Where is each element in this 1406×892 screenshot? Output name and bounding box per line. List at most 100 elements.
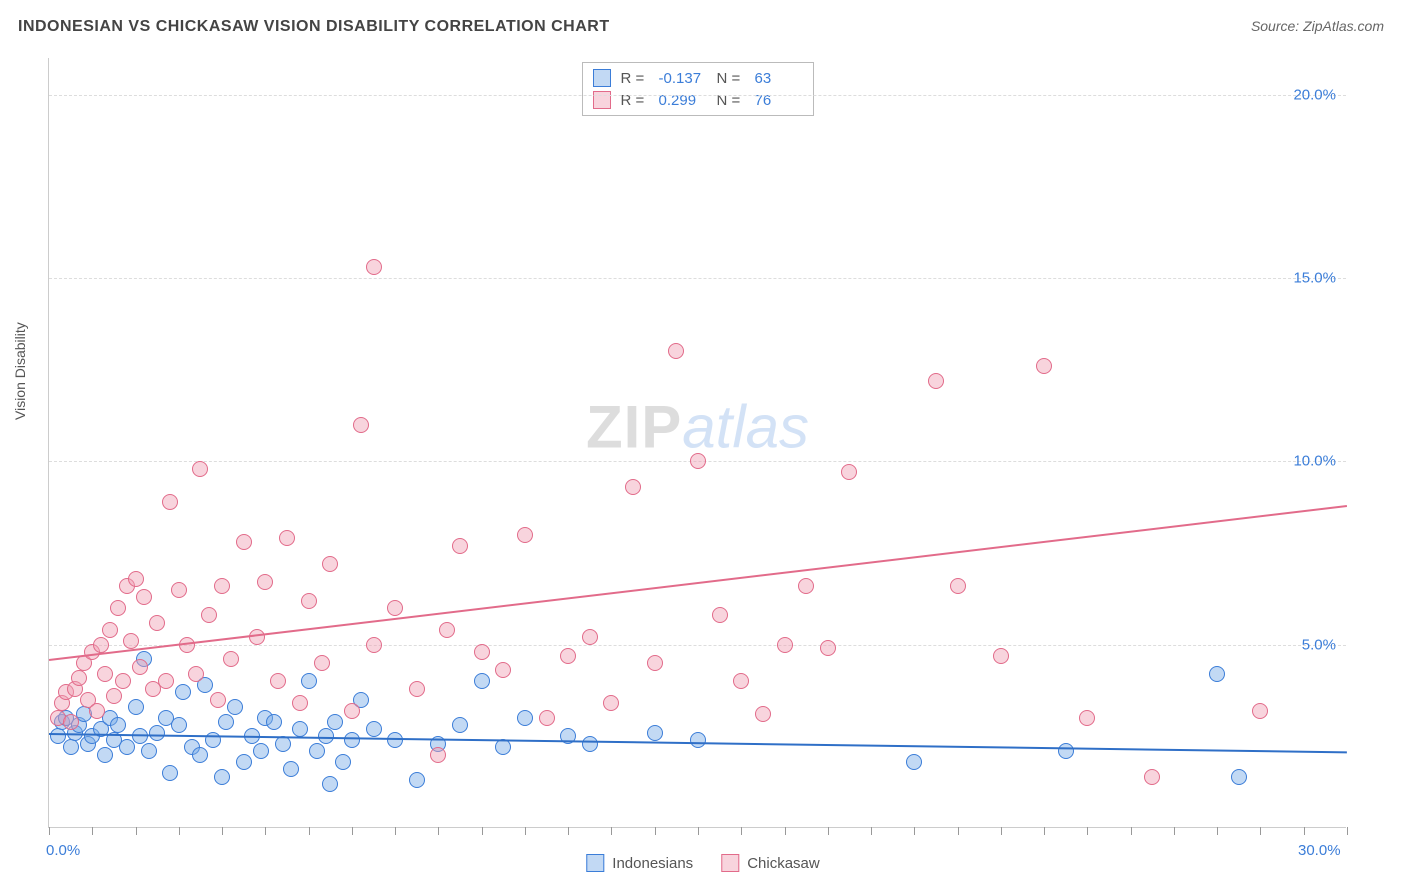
data-point: [603, 695, 619, 711]
data-point: [184, 739, 200, 755]
data-point: [188, 666, 204, 682]
data-point: [110, 600, 126, 616]
data-point: [344, 703, 360, 719]
stat-n-label: N =: [717, 70, 745, 87]
data-point: [50, 710, 66, 726]
data-point: [223, 651, 239, 667]
source-attribution: Source: ZipAtlas.com: [1251, 18, 1384, 34]
watermark-part-b: atlas: [682, 394, 809, 461]
data-point: [171, 717, 187, 733]
x-tick: [655, 827, 656, 835]
series-legend: IndonesiansChickasaw: [586, 838, 819, 888]
data-point: [197, 677, 213, 693]
data-point: [950, 578, 966, 594]
data-point: [50, 728, 66, 744]
data-point: [366, 721, 382, 737]
data-point: [539, 710, 555, 726]
data-point: [162, 765, 178, 781]
stat-r-label: R =: [621, 70, 649, 87]
data-point: [322, 556, 338, 572]
legend-swatch: [586, 854, 604, 872]
data-point: [97, 666, 113, 682]
data-point: [668, 343, 684, 359]
data-point: [430, 747, 446, 763]
x-tick: [1347, 827, 1348, 835]
x-tick: [568, 827, 569, 835]
data-point: [84, 728, 100, 744]
data-point: [58, 710, 74, 726]
data-point: [253, 743, 269, 759]
data-point: [236, 754, 252, 770]
x-tick: [222, 827, 223, 835]
x-tick: [1217, 827, 1218, 835]
data-point: [409, 681, 425, 697]
x-tick: [309, 827, 310, 835]
data-point: [63, 739, 79, 755]
data-point: [63, 714, 79, 730]
data-point: [452, 717, 468, 733]
data-point: [128, 699, 144, 715]
data-point: [192, 461, 208, 477]
data-point: [244, 728, 260, 744]
x-axis-end-label: 30.0%: [1298, 842, 1341, 859]
data-point: [335, 754, 351, 770]
data-point: [149, 615, 165, 631]
data-point: [158, 673, 174, 689]
data-point: [80, 692, 96, 708]
data-point: [210, 692, 226, 708]
data-point: [106, 732, 122, 748]
data-point: [257, 710, 273, 726]
data-point: [76, 706, 92, 722]
data-point: [560, 648, 576, 664]
data-point: [474, 644, 490, 660]
data-point: [54, 714, 70, 730]
data-point: [798, 578, 814, 594]
data-point: [71, 717, 87, 733]
legend-item: Indonesians: [586, 838, 693, 888]
x-tick: [179, 827, 180, 835]
data-point: [141, 743, 157, 759]
x-tick: [741, 827, 742, 835]
data-point: [123, 633, 139, 649]
data-point: [344, 732, 360, 748]
data-point: [928, 373, 944, 389]
data-point: [102, 710, 118, 726]
data-point: [322, 776, 338, 792]
data-point: [71, 670, 87, 686]
data-point: [1209, 666, 1225, 682]
data-point: [132, 659, 148, 675]
data-point: [409, 772, 425, 788]
data-point: [257, 574, 273, 590]
data-point: [755, 706, 771, 722]
y-axis-label: Vision Disability: [12, 322, 28, 420]
x-tick: [785, 827, 786, 835]
data-point: [76, 655, 92, 671]
data-point: [218, 714, 234, 730]
watermark-part-a: ZIP: [586, 394, 682, 461]
x-tick: [482, 827, 483, 835]
data-point: [201, 607, 217, 623]
data-point: [1231, 769, 1247, 785]
data-point: [128, 571, 144, 587]
data-point: [690, 732, 706, 748]
data-point: [495, 739, 511, 755]
data-point: [582, 736, 598, 752]
stat-r-value: -0.137: [659, 70, 707, 87]
stat-n-value: 63: [755, 70, 803, 87]
scatter-plot-area: ZIPatlas R =-0.137N =63R =0.299N =76 5.0…: [48, 58, 1346, 828]
data-point: [93, 721, 109, 737]
data-point: [625, 479, 641, 495]
data-point: [266, 714, 282, 730]
gridline-horizontal: [49, 461, 1346, 462]
data-point: [119, 739, 135, 755]
data-point: [292, 721, 308, 737]
data-point: [171, 582, 187, 598]
data-point: [115, 673, 131, 689]
data-point: [119, 578, 135, 594]
x-tick: [1001, 827, 1002, 835]
x-tick: [352, 827, 353, 835]
data-point: [249, 629, 265, 645]
data-point: [292, 695, 308, 711]
x-tick: [525, 827, 526, 835]
data-point: [712, 607, 728, 623]
